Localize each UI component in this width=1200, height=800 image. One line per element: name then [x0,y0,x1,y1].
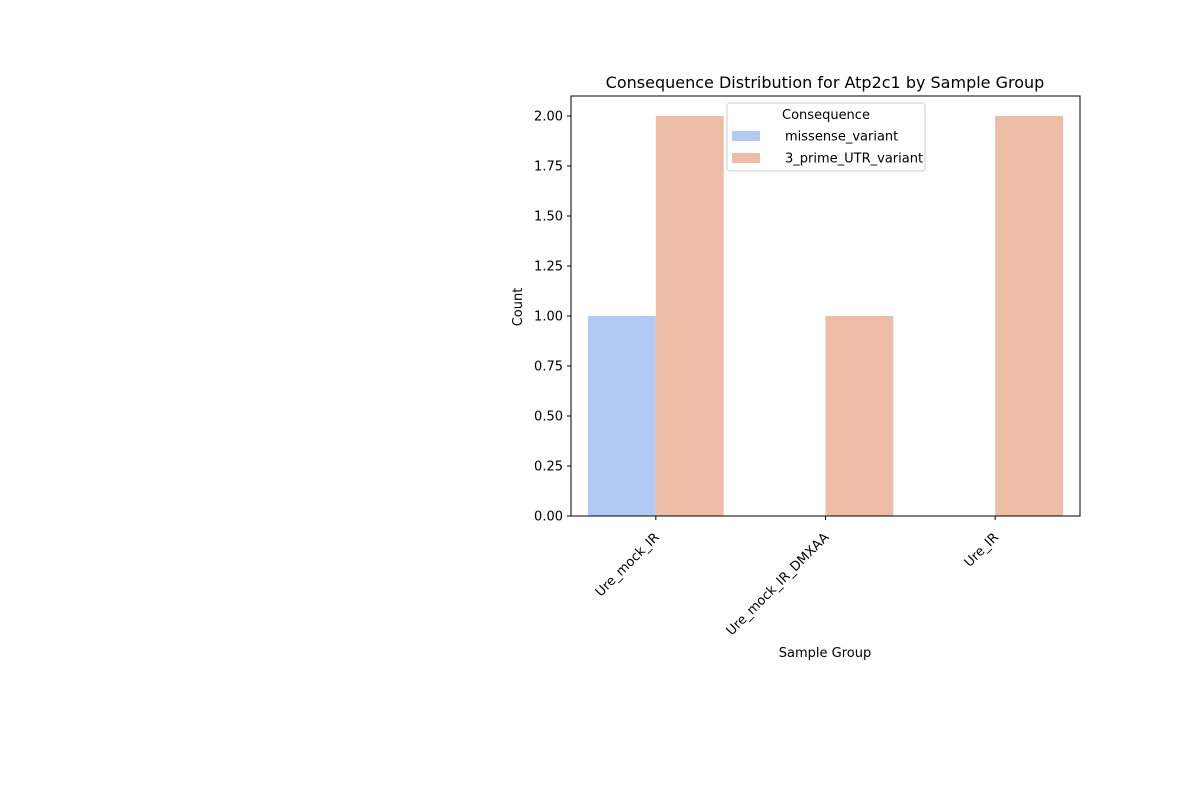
y-tick-label: 1.50 [534,210,563,225]
y-tick-label: 2.00 [534,110,563,125]
legend-title: Consequence [782,108,870,123]
y-tick-label: 0.50 [534,410,563,425]
legend-box [726,102,926,172]
bar-3-prime-UTR-variant-0 [655,116,724,516]
legend-swatch [732,131,760,141]
x-tick-label: Ure_mock_IR [593,530,663,600]
y-tick-label: 0.75 [534,360,563,375]
x-tick-label: Ure_mock_IR_DMXAA [724,530,833,639]
bars [587,116,1064,516]
bar-3-prime-UTR-variant-1 [825,316,894,516]
y-axis-label: Count [511,288,526,327]
y-tick-label: 1.25 [534,260,563,275]
y-axis: 0.00 0.25 0.50 0.75 1.00 1.25 1.50 1.75 2.00 [534,110,571,525]
chart-title: Consequence Distribution for Atp2c1 by S… [606,73,1045,92]
y-tick-label: 1.75 [534,160,563,175]
legend-label: 3_prime_UTR_variant [785,152,923,167]
legend-swatch [732,153,760,163]
plot-frame [570,95,1081,517]
legend: Consequence missense_variant 3_prime_UTR_v… [726,102,926,172]
y-tick-label: 0.25 [534,460,563,475]
x-axis: Ure_mock_IR Ure_mock_IR_DMXAA Ure_IR [593,516,1002,639]
y-tick-label: 1.00 [534,310,563,325]
y-tick-label: 0.00 [534,510,563,525]
x-axis-label: Sample Group [779,646,871,661]
legend-label: missense_variant [785,130,898,145]
bar-missense-variant-0 [587,316,656,516]
bar-3-prime-UTR-variant-2 [995,116,1064,516]
x-tick-label: Ure_IR [962,530,1002,570]
